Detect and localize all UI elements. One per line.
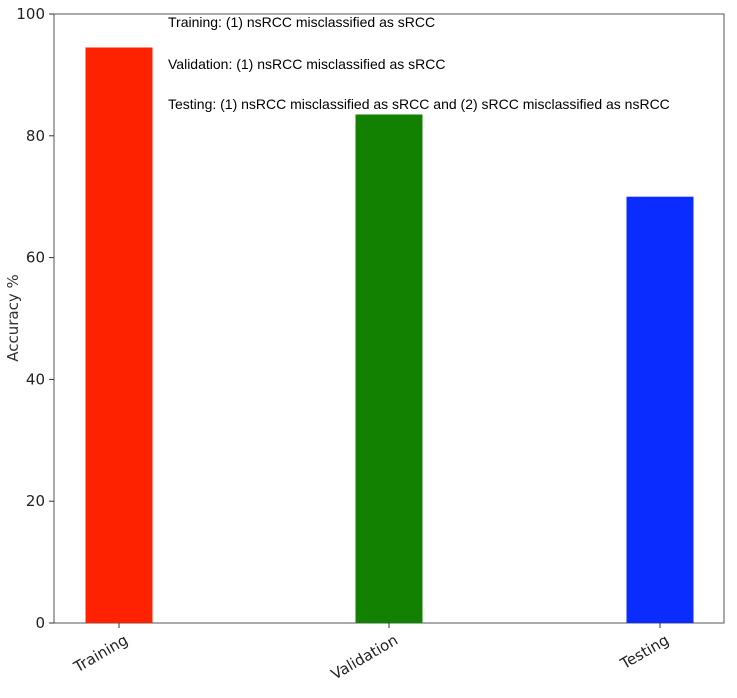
y-tick-label: 60 [26, 249, 45, 267]
y-axis-label: Accuracy % [4, 274, 22, 362]
y-tick-label: 40 [26, 370, 45, 388]
y-tick-label: 80 [26, 127, 45, 145]
x-tick-label-training: Training [70, 631, 131, 677]
bar-testing [626, 196, 694, 623]
x-tick-label-testing: Testing [616, 631, 672, 673]
y-tick-label: 100 [16, 5, 45, 23]
annotation-training: Training: (1) nsRCC misclassified as sRC… [168, 14, 435, 30]
bar-training [85, 47, 153, 624]
x-axis: Training Validation Testing [70, 623, 672, 684]
y-tick-label: 0 [35, 614, 45, 632]
y-tick-label: 20 [26, 492, 45, 510]
x-tick-label-validation: Validation [328, 631, 401, 684]
y-axis: 0 20 40 60 80 100 [16, 5, 54, 632]
annotation-validation: Validation: (1) nsRCC misclassified as s… [168, 56, 445, 72]
bar-validation [355, 114, 423, 624]
bars-group [85, 47, 694, 624]
annotation-testing: Testing: (1) nsRCC misclassified as sRCC… [168, 96, 670, 112]
annotations-group: Training: (1) nsRCC misclassified as sRC… [168, 14, 670, 112]
